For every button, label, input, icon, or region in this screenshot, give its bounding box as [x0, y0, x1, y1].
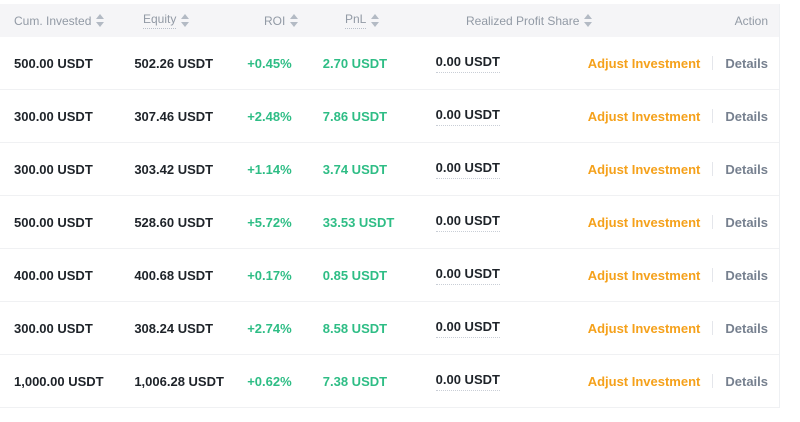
roi-cell: +0.17% — [247, 267, 292, 283]
column-header-roi[interactable]: ROI — [264, 14, 345, 28]
pnl-cell: 7.38 USDT — [322, 373, 388, 389]
action-cell: Adjust Investment Details — [588, 56, 779, 71]
details-button[interactable]: Details — [725, 267, 769, 283]
column-header-label: Realized Profit Share — [466, 13, 580, 28]
equity-cell: 502.26 USDT — [134, 55, 214, 71]
equity-cell: 307.46 USDT — [134, 108, 214, 124]
adjust-investment-button[interactable]: Adjust Investment — [587, 373, 701, 389]
action-cell: Adjust Investment Details — [588, 215, 779, 230]
table-row: 400.00 USDT 400.68 USDT +0.17% 0.85 USDT… — [0, 249, 779, 302]
adjust-investment-button[interactable]: Adjust Investment — [587, 108, 701, 124]
table-header-row: Cum. Invested Equity ROI PnL — [0, 4, 779, 37]
details-button[interactable]: Details — [725, 108, 769, 124]
adjust-investment-button[interactable]: Adjust Investment — [587, 267, 701, 283]
column-header-label: Cum. Invested — [14, 13, 92, 28]
cum-invested-cell: 1,000.00 USDT — [14, 373, 104, 389]
sort-icon — [584, 14, 593, 27]
roi-cell: +2.74% — [247, 320, 292, 336]
details-button[interactable]: Details — [725, 373, 769, 389]
cum-invested-cell: 500.00 USDT — [14, 214, 93, 230]
cum-invested-cell: 400.00 USDT — [14, 267, 93, 283]
action-divider — [712, 109, 714, 123]
table-row: 1,000.00 USDT 1,006.28 USDT +0.62% 7.38 … — [0, 355, 779, 408]
realized-profit-share-value: 0.00 USDT — [435, 319, 500, 338]
roi-cell: +0.62% — [247, 373, 292, 389]
pnl-cell: 0.85 USDT — [322, 267, 388, 283]
table-row: 500.00 USDT 528.60 USDT +5.72% 33.53 USD… — [0, 196, 779, 249]
realized-profit-share-cell: 0.00 USDT — [435, 107, 588, 126]
column-header-realized-profit-share[interactable]: Realized Profit Share — [466, 14, 629, 28]
action-divider — [712, 374, 714, 388]
action-divider — [712, 321, 714, 335]
details-button[interactable]: Details — [725, 320, 769, 336]
realized-profit-share-value: 0.00 USDT — [435, 213, 500, 232]
adjust-investment-button[interactable]: Adjust Investment — [587, 55, 701, 71]
column-header-equity[interactable]: Equity — [143, 12, 264, 29]
realized-profit-share-value: 0.00 USDT — [435, 107, 500, 126]
realized-profit-share-cell: 0.00 USDT — [435, 266, 588, 285]
details-button[interactable]: Details — [725, 55, 769, 71]
realized-profit-share-value: 0.00 USDT — [435, 160, 500, 179]
table-row: 300.00 USDT 307.46 USDT +2.48% 7.86 USDT… — [0, 90, 779, 143]
column-header-label: Action — [734, 13, 768, 28]
action-cell: Adjust Investment Details — [588, 268, 779, 283]
roi-cell: +5.72% — [247, 214, 292, 230]
table-row: 500.00 USDT 502.26 USDT +0.45% 2.70 USDT… — [0, 37, 779, 90]
realized-profit-share-cell: 0.00 USDT — [435, 213, 588, 232]
sort-icon — [181, 14, 190, 27]
action-divider — [712, 162, 714, 176]
column-header-cum-invested[interactable]: Cum. Invested — [0, 14, 143, 28]
table-row: 300.00 USDT 303.42 USDT +1.14% 3.74 USDT… — [0, 143, 779, 196]
cum-invested-cell: 500.00 USDT — [14, 55, 93, 71]
sort-icon — [371, 14, 380, 27]
adjust-investment-button[interactable]: Adjust Investment — [587, 214, 701, 230]
investments-table: Cum. Invested Equity ROI PnL — [0, 4, 780, 408]
action-cell: Adjust Investment Details — [588, 321, 779, 336]
action-cell: Adjust Investment Details — [588, 109, 779, 124]
equity-cell: 308.24 USDT — [134, 320, 214, 336]
cum-invested-cell: 300.00 USDT — [14, 161, 93, 177]
sort-icon — [96, 14, 105, 27]
roi-cell: +2.48% — [247, 108, 292, 124]
equity-cell: 1,006.28 USDT — [134, 373, 224, 389]
roi-cell: +1.14% — [247, 161, 292, 177]
pnl-cell: 8.58 USDT — [322, 320, 388, 336]
column-header-label: Equity — [143, 12, 177, 29]
realized-profit-share-cell: 0.00 USDT — [435, 372, 588, 391]
cum-invested-cell: 300.00 USDT — [14, 320, 93, 336]
column-header-label: ROI — [264, 13, 286, 28]
details-button[interactable]: Details — [725, 214, 769, 230]
realized-profit-share-cell: 0.00 USDT — [435, 319, 588, 338]
column-header-pnl[interactable]: PnL — [345, 12, 466, 29]
sort-icon — [290, 14, 299, 27]
pnl-cell: 33.53 USDT — [322, 214, 395, 230]
column-header-label: PnL — [345, 12, 367, 29]
table-row: 300.00 USDT 308.24 USDT +2.74% 8.58 USDT… — [0, 302, 779, 355]
cum-invested-cell: 300.00 USDT — [14, 108, 93, 124]
realized-profit-share-cell: 0.00 USDT — [435, 160, 588, 179]
action-cell: Adjust Investment Details — [588, 374, 779, 389]
realized-profit-share-value: 0.00 USDT — [435, 54, 500, 73]
action-divider — [712, 56, 714, 70]
adjust-investment-button[interactable]: Adjust Investment — [587, 320, 701, 336]
pnl-cell: 2.70 USDT — [322, 55, 388, 71]
action-divider — [712, 268, 714, 282]
pnl-cell: 3.74 USDT — [322, 161, 388, 177]
realized-profit-share-cell: 0.00 USDT — [435, 54, 588, 73]
equity-cell: 528.60 USDT — [134, 214, 214, 230]
details-button[interactable]: Details — [725, 161, 769, 177]
equity-cell: 400.68 USDT — [134, 267, 214, 283]
equity-cell: 303.42 USDT — [134, 161, 214, 177]
adjust-investment-button[interactable]: Adjust Investment — [587, 161, 701, 177]
column-header-action: Action — [629, 14, 779, 28]
action-cell: Adjust Investment Details — [588, 162, 779, 177]
action-divider — [712, 215, 714, 229]
realized-profit-share-value: 0.00 USDT — [435, 372, 500, 391]
roi-cell: +0.45% — [247, 55, 292, 71]
pnl-cell: 7.86 USDT — [322, 108, 388, 124]
realized-profit-share-value: 0.00 USDT — [435, 266, 500, 285]
